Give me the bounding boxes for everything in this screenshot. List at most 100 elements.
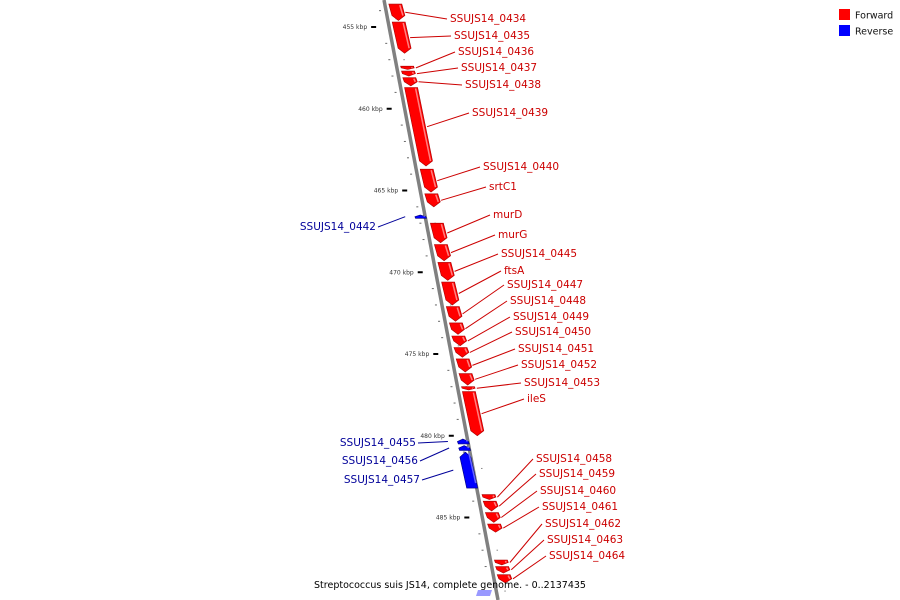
gene-leader-line bbox=[417, 441, 448, 444]
gene-highlight bbox=[459, 323, 464, 330]
gene-highlight bbox=[462, 336, 466, 342]
gene-feature-ssujs14_0439[interactable] bbox=[404, 87, 433, 167]
gene-leader-line bbox=[426, 112, 470, 128]
gene-feature-ssujs14_0458[interactable] bbox=[481, 494, 497, 500]
gene-highlight bbox=[414, 88, 432, 162]
gene-label-ssujs14_0442[interactable]: SSUJS14_0442 bbox=[300, 221, 376, 233]
gene-feature-iles[interactable] bbox=[462, 391, 485, 437]
gene-leader-line bbox=[476, 382, 522, 389]
gene-highlight bbox=[497, 524, 501, 529]
gene-leader-line bbox=[377, 216, 406, 228]
gene-leader-line bbox=[410, 35, 452, 39]
gene-label-murg[interactable]: murG bbox=[498, 229, 527, 241]
legend-label-reverse: Reverse bbox=[855, 27, 893, 38]
gene-highlight bbox=[440, 224, 446, 238]
gene-label-ssujs14_0459[interactable]: SSUJS14_0459 bbox=[539, 468, 615, 480]
gene-label-ftsa[interactable]: ftsA bbox=[504, 265, 525, 277]
gene-label-iles[interactable]: ileS bbox=[527, 393, 546, 405]
gene-label-ssujs14_0461[interactable]: SSUJS14_0461 bbox=[542, 501, 618, 513]
tick-label: 480 kbp bbox=[420, 433, 445, 440]
gene-highlight bbox=[402, 22, 410, 49]
gene-label-srtc1[interactable]: srtC1 bbox=[489, 181, 517, 193]
gene-leader-line bbox=[447, 214, 491, 234]
gene-highlight bbox=[413, 78, 416, 83]
gene-highlight bbox=[465, 439, 468, 442]
tick-label: 485 kbp bbox=[436, 515, 461, 522]
gene-highlight bbox=[411, 71, 415, 74]
gene-highlight bbox=[456, 307, 461, 317]
gene-label-murd[interactable]: murD bbox=[493, 209, 522, 221]
gene-feature-ssujs14_0453[interactable] bbox=[461, 386, 476, 391]
gene-label-ssujs14_0453[interactable]: SSUJS14_0453 bbox=[524, 377, 600, 389]
tick-label: 465 kbp bbox=[374, 188, 399, 195]
gene-highlight bbox=[430, 170, 437, 188]
tick-label: 460 kbp bbox=[358, 106, 383, 113]
gene-feature-ssujs14_0462[interactable] bbox=[493, 559, 509, 566]
genome-caption: Streptococcus suis JS14, complete genome… bbox=[314, 580, 586, 591]
gene-highlight bbox=[411, 66, 413, 69]
gene-leader-line bbox=[416, 67, 459, 75]
gene-feature-ssujs14_0436[interactable] bbox=[400, 65, 415, 70]
gene-label-ssujs14_0462[interactable]: SSUJS14_0462 bbox=[545, 518, 621, 530]
gene-leader-line bbox=[405, 11, 448, 20]
gene-feature-ssujs14_0435[interactable] bbox=[391, 21, 412, 54]
gene-label-ssujs14_0452[interactable]: SSUJS14_0452 bbox=[521, 359, 597, 371]
tick-label: 470 kbp bbox=[389, 269, 414, 276]
gene-leader-line bbox=[509, 523, 543, 563]
gene-label-ssujs14_0455[interactable]: SSUJS14_0455 bbox=[340, 437, 416, 449]
gene-feature-ssujs14_0440[interactable] bbox=[419, 168, 438, 193]
gene-feature-ssujs14_0437[interactable] bbox=[401, 70, 416, 77]
gene-label-ssujs14_0448[interactable]: SSUJS14_0448 bbox=[510, 295, 586, 307]
gene-label-ssujs14_0447[interactable]: SSUJS14_0447 bbox=[507, 279, 583, 291]
gene-label-ssujs14_0440[interactable]: SSUJS14_0440 bbox=[483, 161, 559, 173]
legend-swatch-forward bbox=[839, 9, 850, 20]
tick-label: 475 kbp bbox=[405, 351, 430, 358]
gene-leader-line bbox=[454, 253, 499, 272]
gene-highlight bbox=[495, 513, 499, 518]
gene-label-ssujs14_0456[interactable]: SSUJS14_0456 bbox=[342, 455, 418, 467]
gene-label-ssujs14_0464[interactable]: SSUJS14_0464 bbox=[549, 550, 625, 562]
gene-label-ssujs14_0463[interactable]: SSUJS14_0463 bbox=[547, 534, 623, 546]
gene-highlight bbox=[492, 495, 495, 498]
gene-leader-line bbox=[501, 490, 538, 518]
gene-feature-murd[interactable] bbox=[430, 222, 448, 244]
gene-leader-line bbox=[510, 539, 545, 571]
gene-leader-line bbox=[497, 458, 534, 498]
gene-label-ssujs14_0434[interactable]: SSUJS14_0434 bbox=[450, 13, 526, 25]
gene-highlight bbox=[507, 575, 511, 580]
gene-highlight bbox=[505, 567, 509, 571]
gene-label-ssujs14_0451[interactable]: SSUJS14_0451 bbox=[518, 343, 594, 355]
gene-label-ssujs14_0457[interactable]: SSUJS14_0457 bbox=[344, 474, 420, 486]
major-ticks: 455 kbp 460 kbp 465 kbp 470 kbp 475 kbp 480 k… bbox=[343, 24, 470, 522]
gene-leader-line bbox=[419, 447, 450, 462]
gene-highlight bbox=[435, 194, 440, 203]
gene-leader-line bbox=[481, 398, 525, 415]
gene-label-ssujs14_0439[interactable]: SSUJS14_0439 bbox=[472, 107, 548, 119]
partial-gene-feature bbox=[476, 590, 492, 596]
gene-label-ssujs14_0449[interactable]: SSUJS14_0449 bbox=[513, 311, 589, 323]
strand-legend: Forward Reverse bbox=[839, 9, 893, 38]
gene-highlight bbox=[472, 392, 483, 431]
gene-leader-line bbox=[458, 270, 502, 294]
gene-leader-line bbox=[498, 473, 537, 507]
gene-label-ssujs14_0458[interactable]: SSUJS14_0458 bbox=[536, 453, 612, 465]
gene-highlight bbox=[466, 359, 471, 368]
gene-highlight bbox=[468, 452, 477, 484]
gene-label-ssujs14_0450[interactable]: SSUJS14_0450 bbox=[515, 326, 591, 338]
gene-label-ssujs14_0460[interactable]: SSUJS14_0460 bbox=[540, 485, 616, 497]
gene-label-ssujs14_0438[interactable]: SSUJS14_0438 bbox=[465, 79, 541, 91]
gene-label-ssujs14_0445[interactable]: SSUJS14_0445 bbox=[501, 248, 577, 260]
gene-highlight bbox=[444, 245, 450, 257]
gene-leader-line bbox=[437, 166, 481, 182]
gene-feature-ftsa[interactable] bbox=[441, 281, 460, 306]
gene-label-ssujs14_0436[interactable]: SSUJS14_0436 bbox=[458, 46, 534, 58]
gene-label-ssujs14_0437[interactable]: SSUJS14_0437 bbox=[461, 62, 537, 74]
gene-highlight bbox=[467, 446, 470, 449]
gene-features bbox=[388, 3, 513, 596]
gene-feature-ssujs14_0442[interactable] bbox=[414, 214, 427, 219]
gene-highlight bbox=[464, 348, 468, 353]
gene-label-ssujs14_0435[interactable]: SSUJS14_0435 bbox=[454, 30, 530, 42]
gene-highlight bbox=[423, 215, 426, 218]
gene-leader-line bbox=[472, 348, 516, 366]
